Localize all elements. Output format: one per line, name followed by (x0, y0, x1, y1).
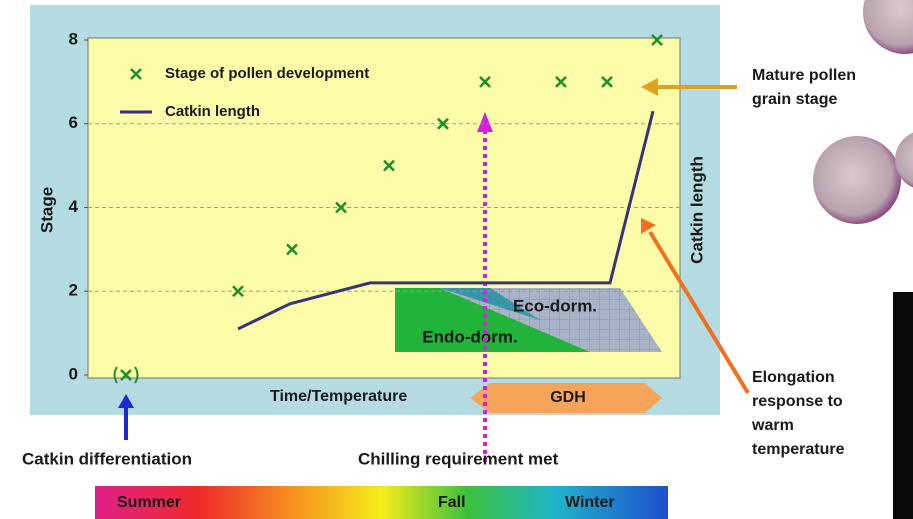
legend-label: Stage of pollen development (165, 65, 369, 82)
endo-dormancy-label: Endo-dorm. (422, 327, 517, 346)
elongation-label: Elongation (752, 369, 835, 386)
y-tick-label: 6 (69, 113, 78, 132)
legend-label: Catkin length (165, 103, 260, 120)
figure: Eco-dorm. Endo-dorm. Stage Catkin length… (0, 0, 913, 519)
elongation-label: temperature (752, 441, 845, 458)
page: {"chart_data": { "type": "scatter", "yla… (0, 0, 913, 519)
y-axis-label: Stage (37, 187, 56, 233)
elongation-label: response to (752, 393, 843, 410)
elongation-label: warm (751, 417, 794, 434)
x-axis-label: Time/Temperature (270, 388, 407, 405)
season-label: Winter (565, 494, 615, 511)
pollen-image (863, 0, 913, 54)
y-tick-label: 8 (69, 29, 78, 48)
catkin-differentiation-label: Catkin differentiation (22, 449, 192, 468)
season-label: Fall (438, 494, 466, 511)
gdh-label: GDH (550, 389, 586, 406)
mature-pollen-label: grain stage (752, 91, 837, 108)
y-tick-label: 4 (69, 197, 79, 216)
y-tick-label: 0 (69, 364, 78, 383)
mature-pollen-label: Mature pollen (752, 67, 856, 84)
season-label: Summer (117, 494, 181, 511)
eco-dormancy-label: Eco-dorm. (513, 296, 597, 315)
y-tick-label: 2 (69, 281, 78, 300)
dark-panel (893, 292, 913, 519)
pollen-image (813, 136, 901, 224)
chilling-requirement-label: Chilling requirement met (358, 449, 559, 468)
y2-axis-label: Catkin length (687, 156, 706, 264)
